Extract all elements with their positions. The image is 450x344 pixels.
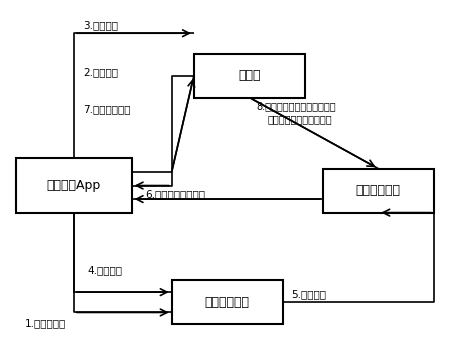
FancyBboxPatch shape <box>194 54 305 98</box>
FancyBboxPatch shape <box>16 159 132 213</box>
Text: 单车（终点）: 单车（终点） <box>356 184 401 197</box>
Text: 云平台: 云平台 <box>238 69 261 82</box>
Text: 5.开始行程: 5.开始行程 <box>292 289 327 299</box>
Text: 8.判定停车位置是否合规，并: 8.判定停车位置是否合规，并 <box>256 101 336 111</box>
Text: 推送警告信息。结束行程: 推送警告信息。结束行程 <box>267 115 332 125</box>
Text: 3.认证通过: 3.认证通过 <box>83 20 118 30</box>
Text: 6.关锁请求结束行程: 6.关锁请求结束行程 <box>145 189 205 199</box>
Text: 2.请求认证: 2.请求认证 <box>83 67 118 77</box>
FancyBboxPatch shape <box>323 169 434 213</box>
FancyBboxPatch shape <box>171 280 283 324</box>
Text: 用户手机App: 用户手机App <box>47 179 101 192</box>
Text: 单车（起点）: 单车（起点） <box>205 296 250 309</box>
Text: 4.开锁指令: 4.开锁指令 <box>87 265 122 275</box>
Text: 7.请求结束行程: 7.请求结束行程 <box>83 104 130 115</box>
Text: 1.扫描二维码: 1.扫描二维码 <box>25 319 66 329</box>
